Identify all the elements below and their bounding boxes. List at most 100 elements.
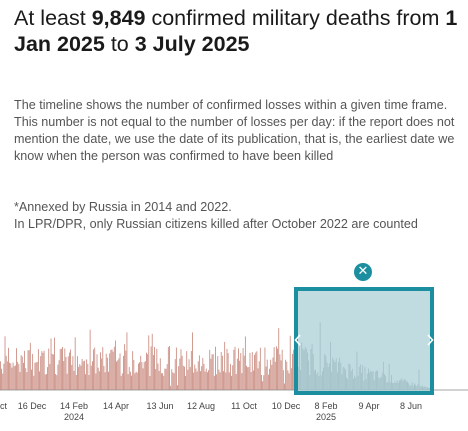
daily-bar bbox=[27, 350, 29, 390]
daily-bar bbox=[278, 328, 280, 390]
daily-bar bbox=[289, 335, 291, 390]
daily-bar bbox=[287, 370, 289, 390]
daily-bar bbox=[192, 332, 193, 390]
tick-label: 9 Apr bbox=[358, 401, 379, 411]
daily-bar bbox=[202, 357, 204, 390]
daily-bar bbox=[280, 360, 282, 390]
chevron-left-icon[interactable] bbox=[294, 334, 301, 346]
daily-bar bbox=[184, 366, 185, 390]
daily-bar bbox=[71, 364, 73, 390]
daily-bar bbox=[70, 349, 71, 390]
daily-bar bbox=[140, 355, 142, 390]
daily-bar bbox=[288, 373, 290, 390]
daily-bar bbox=[58, 360, 60, 390]
daily-bar bbox=[255, 352, 257, 390]
daily-bar bbox=[225, 372, 227, 390]
start-date: 1 Jan 2025 bbox=[14, 6, 458, 56]
daily-bar bbox=[156, 348, 158, 390]
daily-bar bbox=[223, 371, 224, 390]
daily-bar bbox=[102, 347, 104, 390]
daily-bar bbox=[41, 351, 43, 390]
daily-bar bbox=[35, 362, 37, 390]
tick-label: 16 Dec bbox=[18, 401, 47, 411]
daily-bar bbox=[90, 365, 92, 390]
daily-bar bbox=[207, 372, 208, 390]
daily-bar bbox=[241, 373, 243, 390]
daily-bar bbox=[187, 369, 189, 390]
tick-label: 8 Feb bbox=[314, 401, 337, 411]
daily-bar bbox=[175, 347, 177, 390]
description: The timeline shows the number of confirm… bbox=[14, 98, 455, 163]
daily-bar bbox=[28, 350, 30, 390]
daily-bar bbox=[182, 365, 184, 390]
daily-bar bbox=[217, 356, 219, 390]
daily-bar bbox=[115, 340, 116, 390]
daily-bar bbox=[78, 366, 80, 390]
selection-window[interactable] bbox=[294, 287, 434, 395]
daily-bar bbox=[26, 372, 28, 390]
daily-bar bbox=[242, 348, 244, 390]
daily-bar bbox=[111, 349, 113, 390]
daily-bar bbox=[286, 361, 288, 390]
daily-bar bbox=[46, 374, 47, 390]
daily-bar bbox=[251, 352, 253, 390]
daily-bar bbox=[161, 373, 162, 390]
daily-bar bbox=[135, 371, 137, 390]
daily-bar bbox=[271, 364, 273, 390]
daily-bar bbox=[32, 353, 34, 390]
daily-bar bbox=[224, 341, 226, 390]
daily-bar bbox=[25, 368, 27, 390]
death-count: 9,849 bbox=[91, 6, 146, 30]
daily-bar bbox=[146, 352, 147, 390]
daily-bar bbox=[253, 370, 254, 390]
timeline-chart[interactable]: ct 16 Dec 14 Feb 2024 14 Apr 13 Jun 12 Aug 11 O… bbox=[0, 258, 468, 431]
daily-bar bbox=[279, 354, 281, 390]
footnotes: *Annexed by Russia in 2014 and 2022. In … bbox=[14, 199, 466, 233]
daily-bar bbox=[231, 375, 232, 390]
daily-bar bbox=[152, 354, 154, 390]
daily-bar bbox=[174, 359, 176, 390]
daily-bar bbox=[1, 368, 2, 390]
daily-bar bbox=[74, 337, 76, 390]
daily-bar bbox=[235, 373, 237, 390]
daily-bar bbox=[36, 361, 38, 390]
daily-bar bbox=[194, 364, 196, 390]
daily-bar bbox=[42, 352, 44, 390]
daily-bar bbox=[80, 365, 82, 390]
daily-bar bbox=[216, 374, 218, 390]
daily-bar bbox=[75, 374, 77, 390]
daily-bar bbox=[154, 347, 155, 390]
daily-bar bbox=[281, 349, 283, 390]
daily-bar bbox=[221, 355, 223, 390]
daily-bar bbox=[134, 373, 136, 390]
chevron-right-icon[interactable] bbox=[427, 334, 434, 346]
daily-bar bbox=[210, 358, 212, 390]
selection-rect[interactable] bbox=[294, 287, 434, 395]
daily-bar bbox=[272, 357, 274, 390]
daily-bar bbox=[243, 355, 245, 390]
daily-bar bbox=[162, 373, 163, 390]
daily-bar bbox=[248, 367, 250, 390]
daily-bar bbox=[69, 352, 70, 390]
daily-bar bbox=[201, 366, 203, 390]
daily-bar bbox=[37, 349, 39, 390]
daily-bar bbox=[112, 351, 114, 390]
headline-prefix: At least bbox=[14, 6, 92, 30]
daily-bar bbox=[34, 362, 36, 390]
daily-bar bbox=[9, 362, 11, 390]
daily-bar bbox=[119, 353, 121, 390]
daily-bar bbox=[44, 374, 46, 390]
daily-bar bbox=[81, 358, 83, 390]
daily-bar bbox=[60, 348, 62, 390]
close-icon[interactable]: ✕ bbox=[354, 263, 372, 281]
daily-bar bbox=[195, 368, 197, 390]
daily-bar bbox=[171, 369, 173, 390]
daily-bar bbox=[151, 333, 153, 390]
daily-bar bbox=[157, 363, 159, 390]
daily-bar bbox=[139, 362, 140, 390]
daily-bar bbox=[86, 359, 88, 390]
daily-bar bbox=[265, 366, 267, 390]
daily-bar bbox=[5, 355, 7, 390]
daily-bar bbox=[62, 346, 63, 390]
